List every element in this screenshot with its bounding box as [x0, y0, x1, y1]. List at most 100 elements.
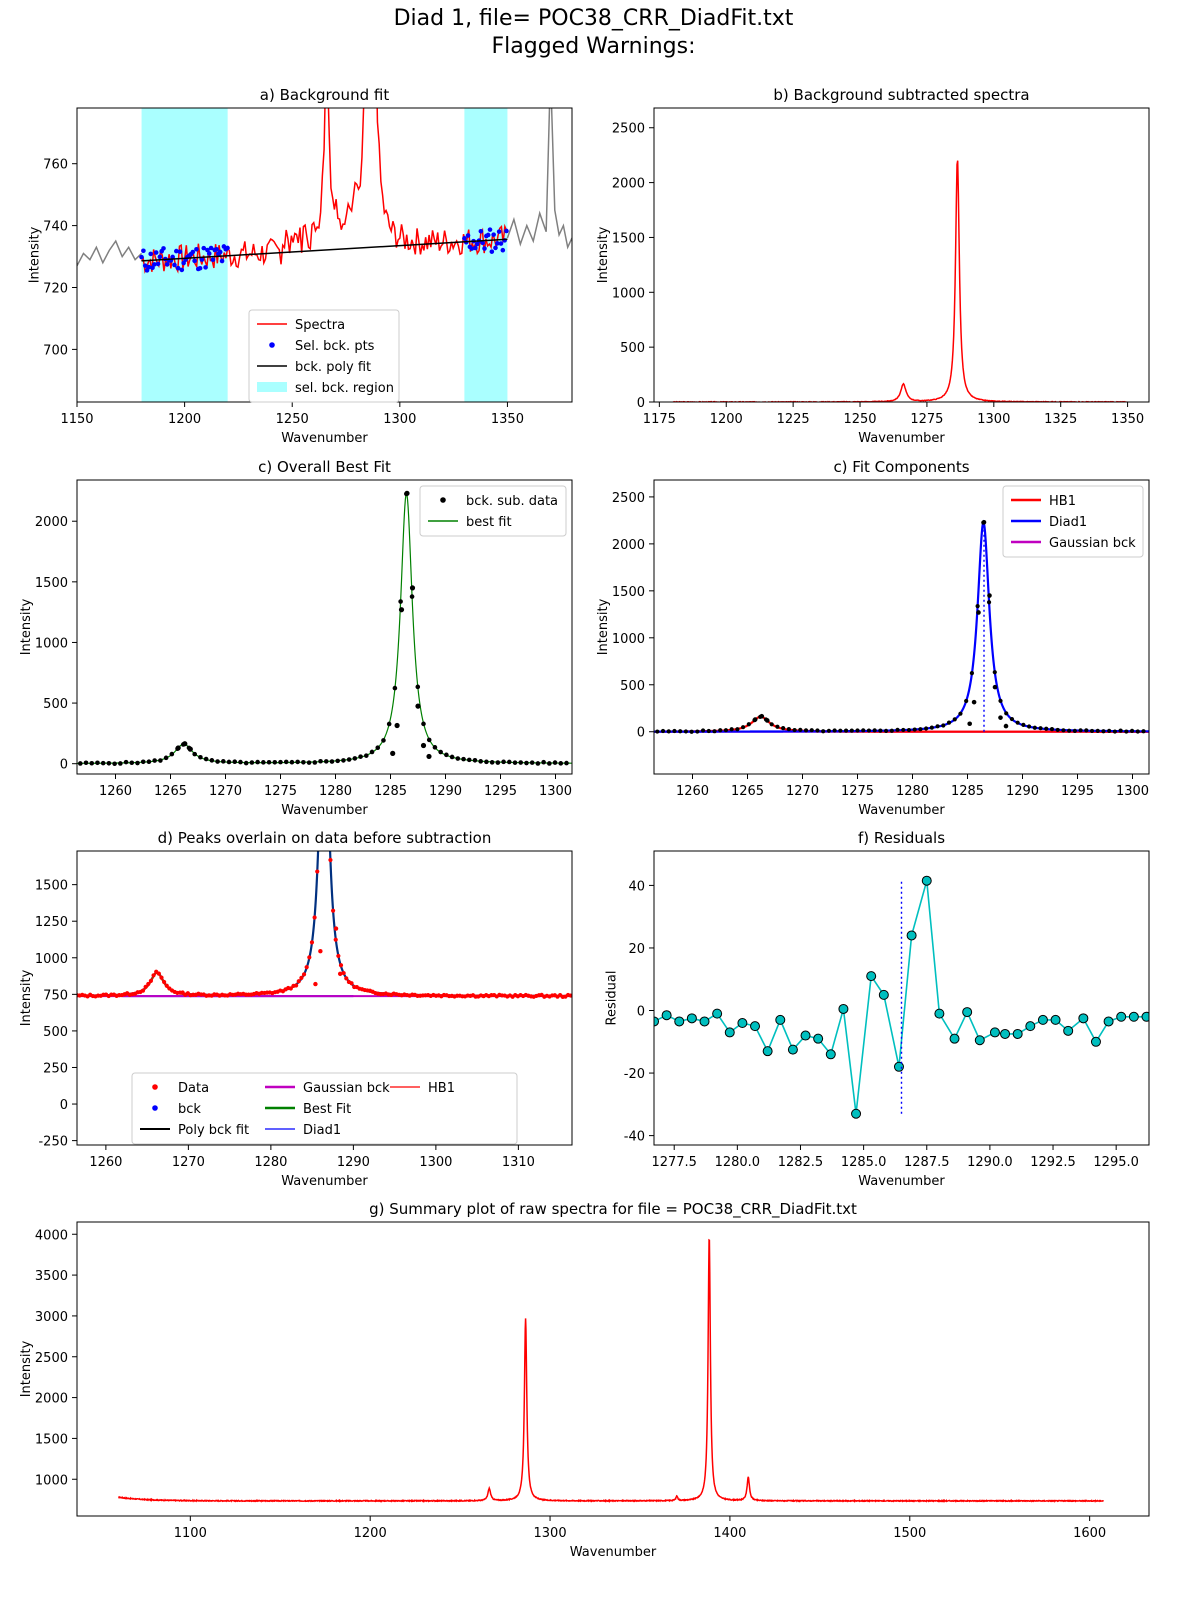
data-point	[976, 610, 981, 615]
legend-label: best fit	[466, 515, 512, 530]
x-tick-label: 1265	[154, 784, 187, 799]
axes-frame	[653, 479, 1150, 775]
panel-f: 1277.5 1280.0 1282.5 1285.0 1287.5 1290.0 1292…	[604, 829, 1150, 1189]
x-tick-label: 1295	[484, 784, 517, 799]
x-tick-label: 1270	[172, 1155, 205, 1170]
panel-b: 1175 1200 1225 1250 1275 1300 1325 1350 0 500 1000…	[596, 86, 1150, 446]
x-tick-label: 1280	[254, 1155, 287, 1170]
y-tick-label: 3500	[35, 1269, 68, 1284]
poly-fit-line	[141, 238, 508, 262]
x-tick-label: 1350	[491, 412, 524, 427]
bck-sub-data-point	[438, 749, 443, 755]
residual-point	[1000, 1028, 1011, 1039]
data-point	[861, 728, 866, 733]
data-point	[1101, 729, 1106, 734]
sel-bck-point	[473, 245, 478, 251]
bck-sub-data-point	[187, 746, 193, 752]
bck-sub-data-point	[507, 759, 512, 765]
data-point	[162, 979, 167, 985]
bck-sub-data-point	[163, 755, 169, 761]
panel-c1: 1260 1265 1270 1275 1280 1285 1290 1295 1300 0 500…	[19, 458, 573, 818]
legend-box	[248, 309, 400, 403]
bck-sub-data-point	[278, 759, 283, 765]
data-point	[992, 684, 998, 690]
y-axis-label: Residual	[604, 971, 619, 1026]
bck-sub-data-point	[198, 754, 203, 760]
bck-sub-data-point	[146, 759, 152, 765]
legend-patch	[257, 382, 287, 392]
x-tick-label: 1295	[1061, 784, 1094, 799]
panel-a: 1150 1200 1250 1300 1350 700 720 740 760 a) Backg…	[27, 86, 573, 446]
data-point	[333, 926, 339, 931]
data-point	[952, 717, 957, 722]
residual-point	[737, 1018, 748, 1029]
x-tick-label: 1290	[1006, 784, 1039, 799]
sel-bck-point	[219, 258, 225, 264]
data-point	[843, 728, 849, 733]
legend-item: bck. sub. data	[440, 494, 558, 509]
bck-sub-data-point	[318, 758, 323, 764]
residual-point	[866, 971, 877, 982]
x-tick-label: 1280	[319, 784, 352, 799]
residual-point	[878, 989, 889, 1000]
data-point	[660, 728, 666, 734]
panel-g: 1100 1200 1300 1400 1500 1600 1000 1500 2000 2500…	[19, 1200, 1150, 1560]
y-tick-label: 2000	[612, 177, 645, 192]
data-point	[672, 728, 677, 734]
data-point	[975, 603, 980, 609]
y-tick-label: 0	[637, 726, 645, 741]
data-point	[1141, 729, 1146, 734]
x-tick-label: 1310	[502, 1155, 535, 1170]
data-point	[328, 857, 333, 863]
legend-item: Gaussian bck	[265, 1081, 390, 1096]
x-tick-label: 1295.0	[1093, 1155, 1139, 1170]
data-point	[712, 729, 717, 734]
data-point	[906, 727, 912, 733]
sel-bck-point	[199, 257, 205, 262]
sel-bck-point	[194, 246, 199, 252]
bck-sub-data-point	[140, 759, 146, 765]
y-tick-label: 750	[43, 988, 68, 1003]
data-point	[729, 727, 734, 732]
sel-bck-point	[462, 236, 467, 241]
bck-sub-data-point	[95, 760, 100, 766]
bck-sub-data-point	[529, 760, 535, 765]
bck-sub-data-point	[398, 599, 403, 604]
residual-point	[724, 1027, 735, 1038]
data-point	[967, 721, 972, 727]
sel-bck-point	[148, 251, 154, 257]
data-point	[1089, 728, 1095, 734]
y-tick-label: 0	[60, 758, 68, 773]
data-point	[1095, 728, 1100, 733]
legend-label: Gaussian bck	[1049, 536, 1136, 551]
bck-sub-data-point	[449, 754, 455, 760]
bck-sub-data-point	[478, 759, 484, 764]
bck-sub-data-point	[369, 749, 375, 755]
x-tick-label: 1285	[374, 784, 407, 799]
bck-sub-data-point	[135, 760, 140, 766]
legend-item: HB1	[1011, 494, 1076, 509]
data-point	[148, 978, 154, 983]
bck-sub-data-point	[295, 759, 300, 765]
data-point	[1004, 711, 1009, 716]
bck-sub-data-point	[564, 760, 569, 766]
x-axis-label: Wavenumber	[570, 1545, 657, 1560]
bck-sub-data-point	[432, 745, 438, 750]
legend-item: bck. poly fit	[257, 360, 371, 375]
figure-title-line1: Diad 1, file= POC38_CRR_DiadFit.txt	[393, 6, 794, 31]
residual-point	[851, 1108, 862, 1119]
legend-item: HB1	[390, 1081, 455, 1096]
x-tick-label: 1300	[419, 1155, 452, 1170]
panel-title: b) Background subtracted spectra	[773, 86, 1029, 104]
data-point	[326, 774, 330, 778]
x-tick-label: 1292.5	[1030, 1155, 1076, 1170]
sel-bck-point	[152, 262, 157, 267]
sel-bck-point	[197, 265, 203, 271]
bck-sub-data-point	[301, 759, 306, 765]
data-point	[1015, 720, 1020, 725]
bck-sub-data-point	[495, 760, 501, 765]
residual-point	[949, 1033, 960, 1044]
y-tick-label: 2500	[612, 491, 645, 506]
x-tick-label: 1280	[896, 784, 929, 799]
bck-sub-data-point	[404, 490, 410, 496]
